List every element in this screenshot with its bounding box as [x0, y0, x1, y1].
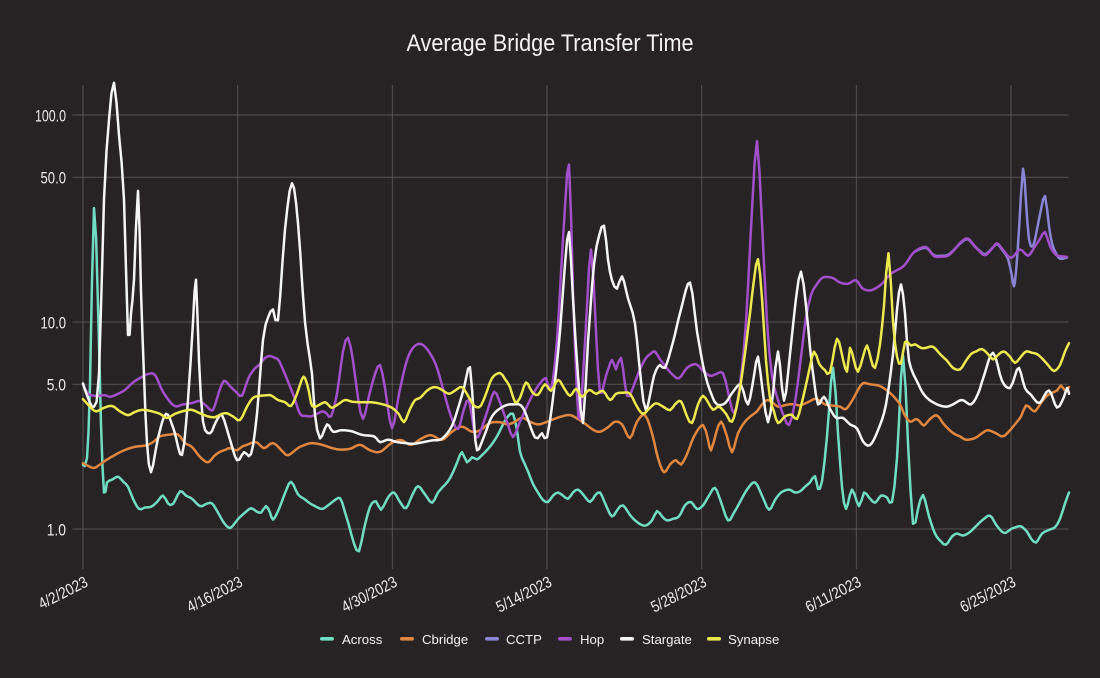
svg-text:Average Bridge Transfer Time: Average Bridge Transfer Time — [407, 30, 694, 57]
svg-text:Cbridge: Cbridge — [422, 632, 468, 647]
svg-text:50.0: 50.0 — [41, 169, 67, 188]
svg-text:5.0: 5.0 — [47, 376, 66, 395]
svg-text:100.0: 100.0 — [35, 106, 66, 125]
svg-text:Hop: Hop — [580, 632, 604, 647]
svg-text:Synapse: Synapse — [728, 632, 779, 647]
svg-text:1.0: 1.0 — [47, 520, 66, 539]
svg-text:10.0: 10.0 — [41, 313, 67, 332]
svg-text:CCTP: CCTP — [506, 632, 542, 647]
svg-text:Across: Across — [342, 632, 383, 647]
svg-text:Stargate: Stargate — [642, 632, 692, 647]
